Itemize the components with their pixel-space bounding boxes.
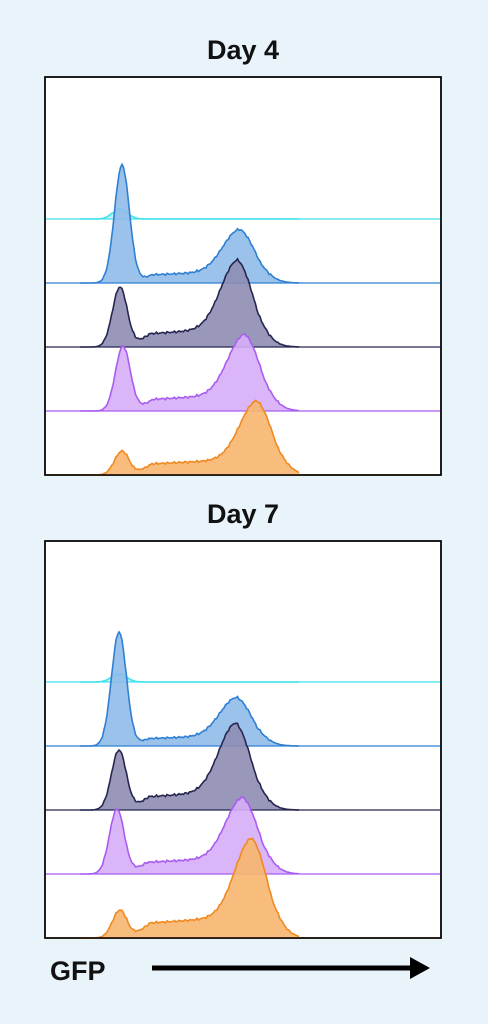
axis-label: GFP xyxy=(50,956,106,986)
histogram-fill xyxy=(80,334,300,411)
arrow-head xyxy=(410,957,430,979)
panel-title: Day 4 xyxy=(207,35,279,65)
histogram-fill xyxy=(80,258,300,347)
histogram-line xyxy=(80,333,300,412)
histogram-line xyxy=(80,837,300,939)
histogram-line xyxy=(80,257,299,348)
histogram-fill xyxy=(80,838,300,938)
histogram-line xyxy=(80,795,299,875)
histogram-line xyxy=(80,162,299,284)
histogram-line xyxy=(80,630,300,747)
histogram-line xyxy=(80,722,299,811)
panel-border xyxy=(44,540,442,939)
histogram-fill xyxy=(80,400,300,475)
panel-title: Day 7 xyxy=(207,499,279,529)
histogram-fill xyxy=(80,164,300,283)
histogram-line xyxy=(80,399,300,476)
panel-border xyxy=(44,76,442,476)
histogram-fill xyxy=(80,632,300,746)
histogram-fill xyxy=(80,723,300,810)
